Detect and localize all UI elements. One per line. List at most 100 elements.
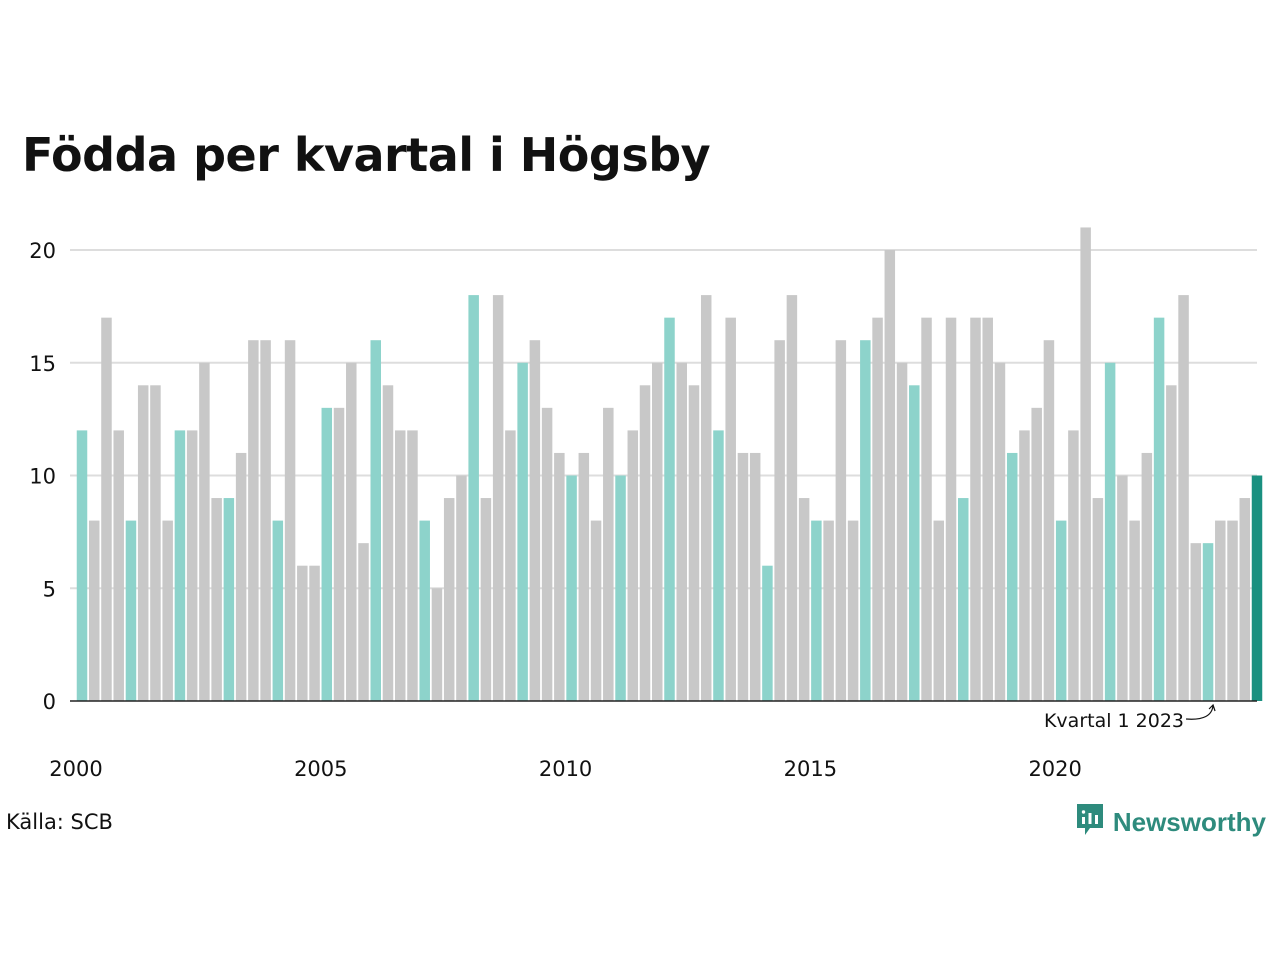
bar-2021-q4 xyxy=(1141,452,1153,701)
bar-2020-q2 xyxy=(1068,430,1079,701)
bar-2015-q1 xyxy=(811,520,822,701)
bar-2018-q2 xyxy=(970,317,981,701)
bar-2014-q2 xyxy=(774,340,785,701)
bar-2001-q3 xyxy=(150,385,161,701)
bar-2009-q4 xyxy=(554,452,565,701)
bar-2016-q4 xyxy=(896,362,908,701)
bar-2002-q4 xyxy=(211,498,222,701)
bar-2007-q1 xyxy=(419,520,430,701)
x-axis-ticks: 2000 2005 2010 2015 2020 xyxy=(49,757,1082,781)
bar-2022-q4 xyxy=(1190,543,1202,701)
bar-2000-q1 xyxy=(76,430,88,701)
y-axis-ticks: 0 5 10 15 20 xyxy=(29,239,56,714)
y-tick-label: 10 xyxy=(29,465,56,489)
x-tick-label: 2000 xyxy=(49,757,102,781)
bar-2005-q3 xyxy=(346,362,357,701)
bars xyxy=(76,227,1263,701)
bar-2009-q1 xyxy=(517,362,528,701)
bar-2007-q4 xyxy=(456,475,467,701)
bar-2015-q3 xyxy=(835,340,847,701)
bar-2003-q2 xyxy=(235,452,247,701)
bar-2015-q2 xyxy=(823,520,834,701)
bar-2010-q1 xyxy=(566,475,577,701)
bar-2011-q2 xyxy=(627,430,639,701)
bar-2012-q1 xyxy=(664,317,675,701)
bar-2008-q4 xyxy=(505,430,516,701)
bar-2010-q4 xyxy=(603,407,614,701)
bar-chart: 0 5 10 15 20 2000 2005 2010 2015 2020 Kvartal 1 … xyxy=(29,227,1263,781)
bar-2012-q2 xyxy=(676,362,687,701)
bar-2018-q1 xyxy=(958,498,969,701)
bar-2004-q2 xyxy=(284,340,296,701)
bar-2003-q3 xyxy=(248,340,259,701)
bar-2007-q2 xyxy=(431,588,443,701)
bar-2012-q3 xyxy=(688,385,700,701)
bar-2002-q2 xyxy=(186,430,198,701)
bar-2011-q4 xyxy=(652,362,663,701)
bar-2010-q2 xyxy=(578,452,590,701)
bar-2015-q4 xyxy=(847,520,859,701)
bar-2022-q3 xyxy=(1178,295,1189,701)
bar-2019-q3 xyxy=(1031,407,1042,701)
bar-2001-q2 xyxy=(137,385,149,701)
bar-2021-q2 xyxy=(1117,475,1128,701)
source-note: Källa: SCB xyxy=(6,810,113,834)
bar-2024-q1 xyxy=(1251,475,1263,701)
bar-2018-q4 xyxy=(994,362,1006,701)
bar-2021-q3 xyxy=(1129,520,1140,701)
bar-2022-q1 xyxy=(1153,317,1165,701)
bar-2016-q2 xyxy=(872,317,883,701)
y-tick-label: 0 xyxy=(43,690,56,714)
bar-2017-q4 xyxy=(945,317,957,701)
bar-2008-q2 xyxy=(480,498,492,701)
bar-2012-q4 xyxy=(700,295,712,701)
bar-2011-q3 xyxy=(639,385,651,701)
bar-2000-q3 xyxy=(101,317,112,701)
bar-2019-q1 xyxy=(1006,452,1018,701)
annotation: Kvartal 1 2023 xyxy=(1044,703,1216,732)
newsworthy-logo-icon xyxy=(1075,802,1105,842)
bar-2020-q3 xyxy=(1080,227,1091,701)
bar-2005-q4 xyxy=(358,543,369,701)
bar-2019-q4 xyxy=(1043,340,1055,701)
bar-2014-q3 xyxy=(786,295,798,701)
bar-2001-q4 xyxy=(162,520,173,701)
bar-2013-q1 xyxy=(713,430,724,701)
bar-2013-q2 xyxy=(725,317,736,701)
bar-2017-q1 xyxy=(909,385,920,701)
bar-2006-q4 xyxy=(407,430,418,701)
annotation-label: Kvartal 1 2023 xyxy=(1044,710,1184,732)
bar-2017-q2 xyxy=(921,317,932,701)
bar-2014-q1 xyxy=(762,565,773,701)
y-tick-label: 15 xyxy=(29,352,56,376)
bar-2004-q4 xyxy=(309,565,320,701)
bar-2016-q1 xyxy=(860,340,871,701)
bar-2008-q1 xyxy=(468,295,479,701)
bar-2020-q4 xyxy=(1092,498,1104,701)
annotation-arrow xyxy=(1185,703,1216,720)
y-tick-label: 20 xyxy=(29,239,56,263)
x-tick-label: 2015 xyxy=(784,757,837,781)
bar-2002-q1 xyxy=(174,430,186,701)
bar-2013-q3 xyxy=(737,452,749,701)
bar-2018-q3 xyxy=(982,317,993,701)
bar-2016-q3 xyxy=(884,250,896,701)
bar-2017-q3 xyxy=(933,520,945,701)
bar-2023-q1 xyxy=(1202,543,1214,701)
bar-2019-q2 xyxy=(1019,430,1030,701)
bar-2010-q3 xyxy=(590,520,602,701)
bar-2004-q3 xyxy=(297,565,308,701)
x-tick-label: 2020 xyxy=(1028,757,1081,781)
bar-2003-q4 xyxy=(260,340,271,701)
x-tick-label: 2005 xyxy=(294,757,347,781)
x-tick-label: 2010 xyxy=(539,757,592,781)
bar-2023-q4 xyxy=(1239,498,1251,701)
brand-name: Newsworthy xyxy=(1112,806,1266,837)
bar-2021-q1 xyxy=(1104,362,1116,701)
chart-title: Födda per kvartal i Högsby xyxy=(22,128,711,182)
bar-2006-q1 xyxy=(370,340,381,701)
bar-2023-q3 xyxy=(1227,520,1238,701)
gridlines xyxy=(70,249,1257,590)
bar-2006-q3 xyxy=(394,430,406,701)
bar-2020-q1 xyxy=(1055,520,1067,701)
